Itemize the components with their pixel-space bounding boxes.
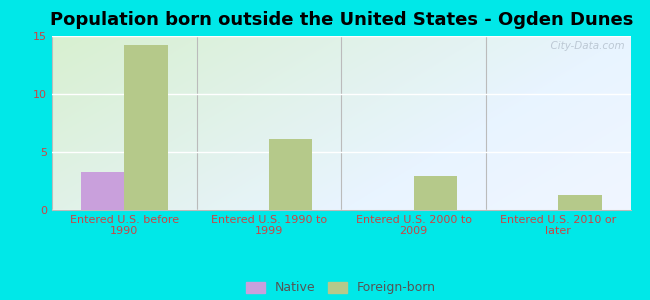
Bar <box>81 172 124 210</box>
Bar <box>413 176 457 210</box>
Bar <box>269 139 312 210</box>
Title: Population born outside the United States - Ogden Dunes: Population born outside the United State… <box>49 11 633 29</box>
Bar <box>124 45 168 210</box>
Text: City-Data.com: City-Data.com <box>544 41 625 51</box>
Legend: Native, Foreign-born: Native, Foreign-born <box>241 277 441 299</box>
Bar <box>558 195 601 210</box>
